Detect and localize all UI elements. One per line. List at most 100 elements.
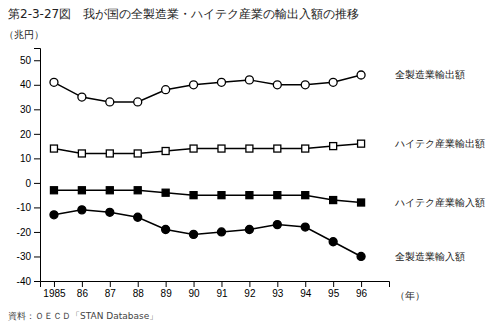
x-axis: 19858687888990919293949596 xyxy=(41,281,390,299)
point xyxy=(50,78,58,86)
x-tick-mark xyxy=(277,281,278,287)
point xyxy=(246,145,253,152)
y-tick: 20 xyxy=(20,129,40,140)
x-tick: 1985 xyxy=(43,281,66,299)
y-axis-label: （兆円） xyxy=(4,29,44,40)
series-line xyxy=(54,210,361,257)
y-tick-label: -40 xyxy=(17,276,32,287)
y-axis: -40 -30 -20 -10 0 10 20 30 40 50 xyxy=(17,49,41,287)
point xyxy=(50,187,57,194)
y-tick: 30 xyxy=(20,104,40,115)
point xyxy=(274,145,281,152)
point xyxy=(190,192,197,199)
x-tick-label: 94 xyxy=(300,288,312,299)
point xyxy=(162,148,169,155)
point xyxy=(106,208,114,216)
x-tick-mark xyxy=(333,281,334,287)
y-tick-label: -10 xyxy=(17,202,32,213)
point xyxy=(78,206,86,214)
point xyxy=(301,223,309,231)
y-tick-label: 50 xyxy=(20,55,32,66)
y-tick-label: 0 xyxy=(25,178,31,189)
point xyxy=(106,150,113,157)
point xyxy=(218,145,225,152)
y-axis-line xyxy=(34,49,41,282)
x-tick-mark xyxy=(305,281,306,287)
x-tick-label: 87 xyxy=(105,288,117,299)
series-line xyxy=(54,75,361,102)
legend-entry: ハイテク産業輸入額 xyxy=(394,197,485,208)
legend-entry: 全製造業輸出額 xyxy=(395,69,465,80)
point xyxy=(246,192,253,199)
x-tick-mark xyxy=(361,281,362,287)
point xyxy=(106,98,114,106)
point xyxy=(358,140,365,147)
point xyxy=(78,93,86,101)
point xyxy=(217,78,225,86)
plot: 19858687888990919293949596-40-30-20-1001… xyxy=(4,29,485,301)
point xyxy=(134,150,141,157)
point xyxy=(245,225,253,233)
x-tick: 87 xyxy=(105,281,117,299)
x-tick: 86 xyxy=(77,281,89,299)
x-tick-mark xyxy=(249,281,250,287)
y-tick: 50 xyxy=(20,55,40,66)
point xyxy=(50,145,57,152)
y-tick-mark xyxy=(34,158,40,159)
point xyxy=(106,187,113,194)
y-tick-label: 20 xyxy=(20,129,32,140)
y-tick-label: 40 xyxy=(20,79,32,90)
legend: 全製造業輸出額ハイテク産業輸出額ハイテク産業輸入額全製造業輸入額 xyxy=(394,69,485,261)
point xyxy=(162,189,169,196)
series-line xyxy=(54,144,361,154)
x-tick-label: 86 xyxy=(77,288,89,299)
point xyxy=(358,199,365,206)
legend-entry: 全製造業輸入額 xyxy=(395,251,465,262)
x-tick: 91 xyxy=(216,281,228,299)
x-tick: 90 xyxy=(188,281,200,299)
x-axis-line xyxy=(41,282,390,288)
x-tick-mark xyxy=(138,281,139,287)
x-tick-mark xyxy=(54,281,55,287)
point xyxy=(190,81,198,89)
y-tick: -30 xyxy=(17,251,40,262)
y-tick: 10 xyxy=(20,153,40,164)
x-tick-label: 93 xyxy=(272,288,284,299)
y-tick: 40 xyxy=(20,79,40,90)
y-tick: -40 xyxy=(17,276,40,287)
y-tick-mark xyxy=(34,232,40,233)
x-tick: 88 xyxy=(133,281,145,299)
chart: 第2-3-27図 我が国の全製造業・ハイテク産業の輸出入額の推移19858687… xyxy=(0,0,501,327)
point xyxy=(330,197,337,204)
point xyxy=(245,76,253,84)
y-tick: 0 xyxy=(25,178,40,189)
x-tick-label: 1985 xyxy=(43,288,66,299)
x-tick-mark xyxy=(221,281,222,287)
point xyxy=(134,213,142,221)
point xyxy=(50,211,58,219)
point xyxy=(190,145,197,152)
x-tick: 92 xyxy=(244,281,256,299)
y-tick-mark xyxy=(34,281,40,282)
point xyxy=(78,150,85,157)
point xyxy=(162,86,170,94)
point xyxy=(357,252,365,260)
y-tick-mark xyxy=(34,183,40,184)
x-tick: 94 xyxy=(300,281,312,299)
series xyxy=(50,140,364,157)
y-tick-mark xyxy=(34,207,40,208)
x-tick: 93 xyxy=(272,281,284,299)
point xyxy=(217,228,225,236)
point xyxy=(330,143,337,150)
y-tick: -20 xyxy=(17,227,40,238)
y-tick-mark xyxy=(34,256,40,257)
y-tick-mark xyxy=(34,85,40,86)
y-tick: -10 xyxy=(17,202,40,213)
x-tick-label: 91 xyxy=(216,288,228,299)
x-tick-mark xyxy=(166,281,167,287)
point xyxy=(301,81,309,89)
x-tick-mark xyxy=(82,281,83,287)
y-tick-label: -30 xyxy=(17,251,32,262)
point xyxy=(273,81,281,89)
x-tick: 89 xyxy=(161,281,173,299)
